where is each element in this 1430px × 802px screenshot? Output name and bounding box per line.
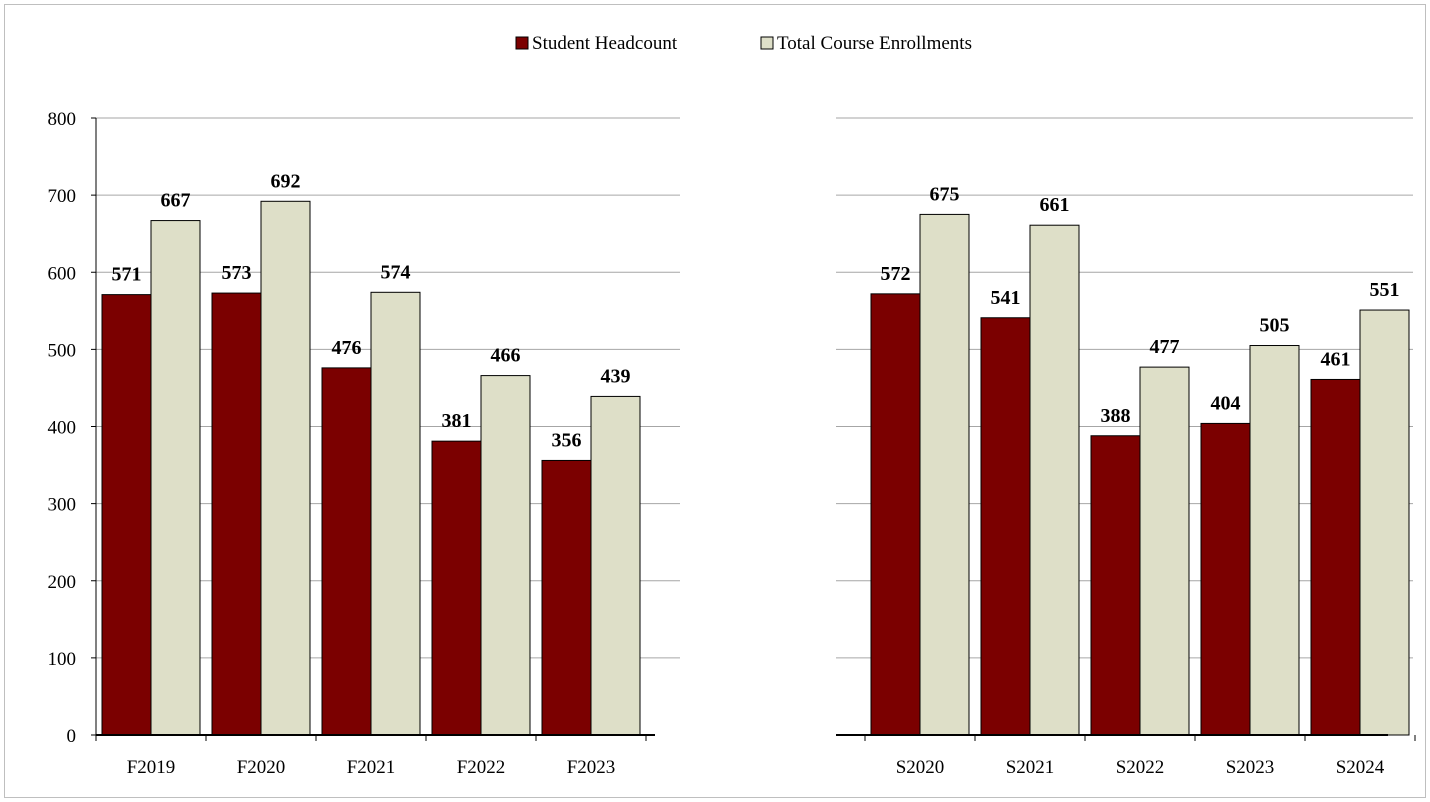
data-label-headcount-F2022: 381	[442, 410, 472, 432]
fall-chart-panel: 0 100 200 300 400 500 600 700 800 571 667 F2019 573 6…	[48, 109, 680, 778]
bar-headcount-F2020	[211, 292, 262, 736]
bar-enrollments-F2023	[590, 395, 641, 736]
legend-swatch-headcount	[515, 36, 529, 50]
category-label-S2024: S2024	[1336, 757, 1385, 778]
category-label-F2023: F2023	[567, 757, 616, 778]
bar-enrollments-S2023	[1249, 345, 1300, 736]
bar-headcount-S2021	[980, 317, 1031, 736]
legend-label-headcount: Student Headcount	[532, 33, 678, 54]
bar-enrollments-F2022	[480, 375, 531, 736]
category-label-S2023: S2023	[1226, 757, 1275, 778]
bar-headcount-F2019	[101, 294, 152, 736]
y-tick-label: 100	[48, 649, 77, 670]
data-label-headcount-S2022: 388	[1101, 405, 1131, 427]
y-tick-label: 200	[48, 572, 77, 593]
y-tick-label: 0	[67, 726, 77, 747]
data-label-enrollments-F2023: 439	[601, 365, 631, 387]
bar-headcount-F2023	[541, 459, 592, 736]
y-tick-label: 300	[48, 495, 77, 516]
y-tick-label: 400	[48, 418, 77, 439]
bar-headcount-S2024	[1310, 378, 1361, 736]
bar-enrollments-F2021	[370, 291, 421, 736]
legend-swatch-enrollments	[760, 36, 774, 50]
data-label-enrollments-F2020: 692	[271, 170, 301, 192]
category-label-F2022: F2022	[457, 757, 506, 778]
bar-headcount-F2022	[431, 440, 482, 736]
y-tick-label: 700	[48, 186, 77, 207]
bar-enrollments-S2020	[919, 213, 970, 736]
legend-label-enrollments: Total Course Enrollments	[777, 33, 972, 54]
bar-headcount-F2021	[321, 367, 372, 736]
bar-headcount-S2023	[1200, 422, 1251, 736]
data-label-enrollments-F2021: 574	[381, 261, 411, 283]
y-tick-label: 500	[48, 340, 77, 361]
data-label-headcount-F2020: 573	[222, 262, 252, 284]
bar-enrollments-S2022	[1139, 366, 1190, 736]
category-label-S2022: S2022	[1116, 757, 1165, 778]
y-tick-label: 800	[48, 109, 77, 130]
legend: Student Headcount Total Course Enrollmen…	[515, 33, 972, 54]
data-label-enrollments-S2023: 505	[1260, 315, 1290, 337]
data-label-enrollments-S2024: 551	[1370, 279, 1400, 301]
bar-headcount-S2022	[1090, 435, 1141, 736]
data-label-headcount-F2021: 476	[332, 337, 362, 359]
data-label-headcount-F2019: 571	[112, 264, 142, 286]
y-tick-label: 600	[48, 263, 77, 284]
data-label-headcount-S2023: 404	[1211, 392, 1241, 414]
data-label-headcount-F2023: 356	[552, 429, 582, 451]
spring-chart-panel: 572 675 S2020 541 661 S2021 388 477 S2022 404 505 S…	[836, 117, 1416, 778]
data-label-enrollments-S2020: 675	[930, 183, 960, 205]
bar-enrollments-F2019	[150, 220, 201, 736]
data-label-enrollments-F2022: 466	[491, 345, 521, 367]
bar-enrollments-F2020	[260, 200, 311, 736]
category-label-F2019: F2019	[127, 757, 176, 778]
data-label-enrollments-F2019: 667	[161, 190, 191, 212]
data-label-enrollments-S2021: 661	[1040, 194, 1070, 216]
category-label-F2021: F2021	[347, 757, 396, 778]
data-label-headcount-S2020: 572	[881, 263, 911, 285]
bar-headcount-S2020	[870, 293, 921, 736]
data-label-headcount-S2024: 461	[1321, 348, 1351, 370]
data-label-enrollments-S2022: 477	[1150, 336, 1180, 358]
bar-enrollments-S2021	[1029, 224, 1080, 736]
category-label-F2020: F2020	[237, 757, 286, 778]
category-label-S2020: S2020	[896, 757, 945, 778]
category-label-S2021: S2021	[1006, 757, 1055, 778]
bar-enrollments-S2024	[1359, 309, 1410, 736]
data-label-headcount-S2021: 541	[991, 287, 1021, 309]
